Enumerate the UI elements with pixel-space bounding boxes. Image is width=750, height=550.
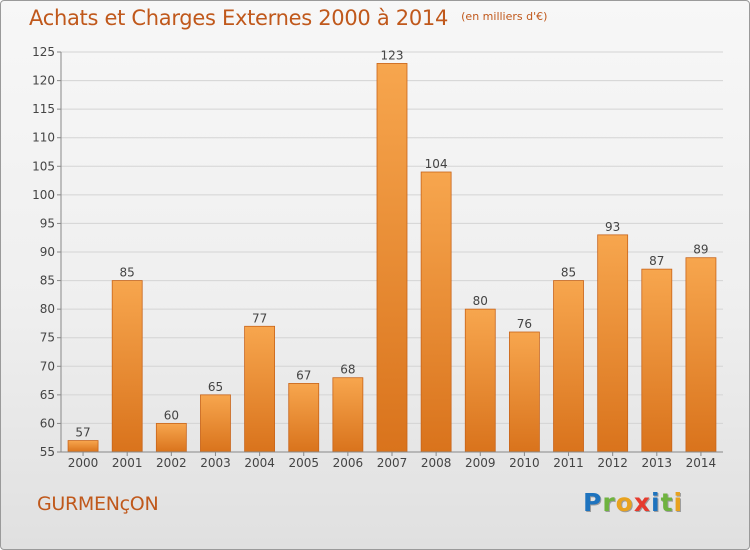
- logo-letter: i: [673, 488, 684, 517]
- bar-2007: [376, 63, 408, 453]
- bar-2012: [597, 234, 629, 453]
- bar-2011: [553, 280, 584, 453]
- data-label-2013: 87: [649, 254, 664, 268]
- y-tick-label: 85: [40, 274, 55, 288]
- chart-title: Achats et Charges Externes 2000 à 2014: [29, 6, 449, 30]
- y-tick-label: 75: [40, 331, 55, 345]
- y-tick-label: 100: [32, 188, 55, 202]
- x-tick-label: 2006: [333, 456, 364, 470]
- bar-2009: [464, 308, 496, 453]
- y-tick-label: 90: [40, 245, 55, 259]
- data-label-2011: 85: [561, 266, 576, 280]
- x-tick-label: 2007: [377, 456, 408, 470]
- x-tick-label: 2003: [200, 456, 231, 470]
- bar-2001: [111, 280, 143, 453]
- bar-2014: [685, 257, 717, 453]
- y-tick-label: 80: [40, 302, 55, 316]
- y-tick-label: 115: [32, 102, 55, 116]
- x-tick-label: 2011: [553, 456, 584, 470]
- data-label-2009: 80: [473, 294, 488, 308]
- location-name: GURMENçON: [37, 493, 159, 515]
- bar-2003: [200, 394, 231, 453]
- y-tick-label: 55: [40, 445, 55, 459]
- data-label-2003: 65: [208, 380, 223, 394]
- y-tick-label: 120: [32, 74, 55, 88]
- proxiti-logo: Proxiti: [583, 488, 683, 517]
- data-label-2005: 67: [296, 368, 311, 382]
- data-label-2008: 104: [425, 157, 448, 171]
- data-label-2002: 60: [164, 408, 179, 422]
- bar-2013: [641, 268, 673, 453]
- logo-letter: t: [660, 488, 674, 517]
- data-label-2014: 89: [693, 243, 708, 257]
- x-tick-label: 2002: [156, 456, 187, 470]
- bar-2004: [244, 325, 276, 453]
- data-labels: 57 85 60 65 77 67 68 123 104 80 76 85 93 87 89: [75, 48, 708, 439]
- chart-title-row: Achats et Charges Externes 2000 à 2014 (…: [29, 6, 547, 30]
- bar-2000: [67, 440, 99, 453]
- x-tick-label: 2012: [597, 456, 628, 470]
- logo-letter: i: [651, 488, 661, 517]
- data-label-2006: 68: [340, 363, 355, 377]
- y-tick-label: 95: [40, 216, 55, 230]
- bar-2002: [155, 423, 187, 453]
- bar-2005: [288, 383, 320, 453]
- bar-2010: [508, 331, 540, 453]
- x-tick-label: 2000: [68, 456, 99, 470]
- x-tick-label: 2010: [509, 456, 540, 470]
- data-label-2000: 57: [75, 426, 90, 440]
- x-tick-label: 2014: [686, 456, 717, 470]
- x-tick-label: 2013: [642, 456, 673, 470]
- axes: 55 60 65 70 75 80 85 90 95 100 105 110 115 120 125 2000…: [32, 45, 723, 470]
- logo-letter: o: [615, 488, 634, 517]
- x-tick-label: 2005: [288, 456, 319, 470]
- y-tick-label: 105: [32, 159, 55, 173]
- logo-letter: P: [583, 488, 603, 517]
- data-label-2007: 123: [381, 48, 404, 62]
- x-tick-label: 2009: [465, 456, 496, 470]
- logo-letter: r: [602, 488, 616, 517]
- data-label-2010: 76: [517, 317, 532, 331]
- logo-letter: x: [633, 488, 651, 517]
- bars: [67, 63, 717, 453]
- y-tick-label: 125: [32, 45, 55, 59]
- x-tick-label: 2001: [112, 456, 143, 470]
- bar-2008: [420, 171, 452, 453]
- y-tick-label: 60: [40, 416, 55, 430]
- y-tick-label: 65: [40, 388, 55, 402]
- bar-2006: [332, 377, 364, 453]
- data-label-2001: 85: [120, 266, 135, 280]
- y-tick-label: 70: [40, 359, 55, 373]
- data-label-2012: 93: [605, 220, 620, 234]
- y-tick-label: 110: [32, 131, 55, 145]
- x-tick-label: 2004: [244, 456, 275, 470]
- chart-subtitle: (en milliers d'€): [461, 10, 548, 23]
- data-label-2004: 77: [252, 311, 267, 325]
- x-tick-label: 2008: [421, 456, 452, 470]
